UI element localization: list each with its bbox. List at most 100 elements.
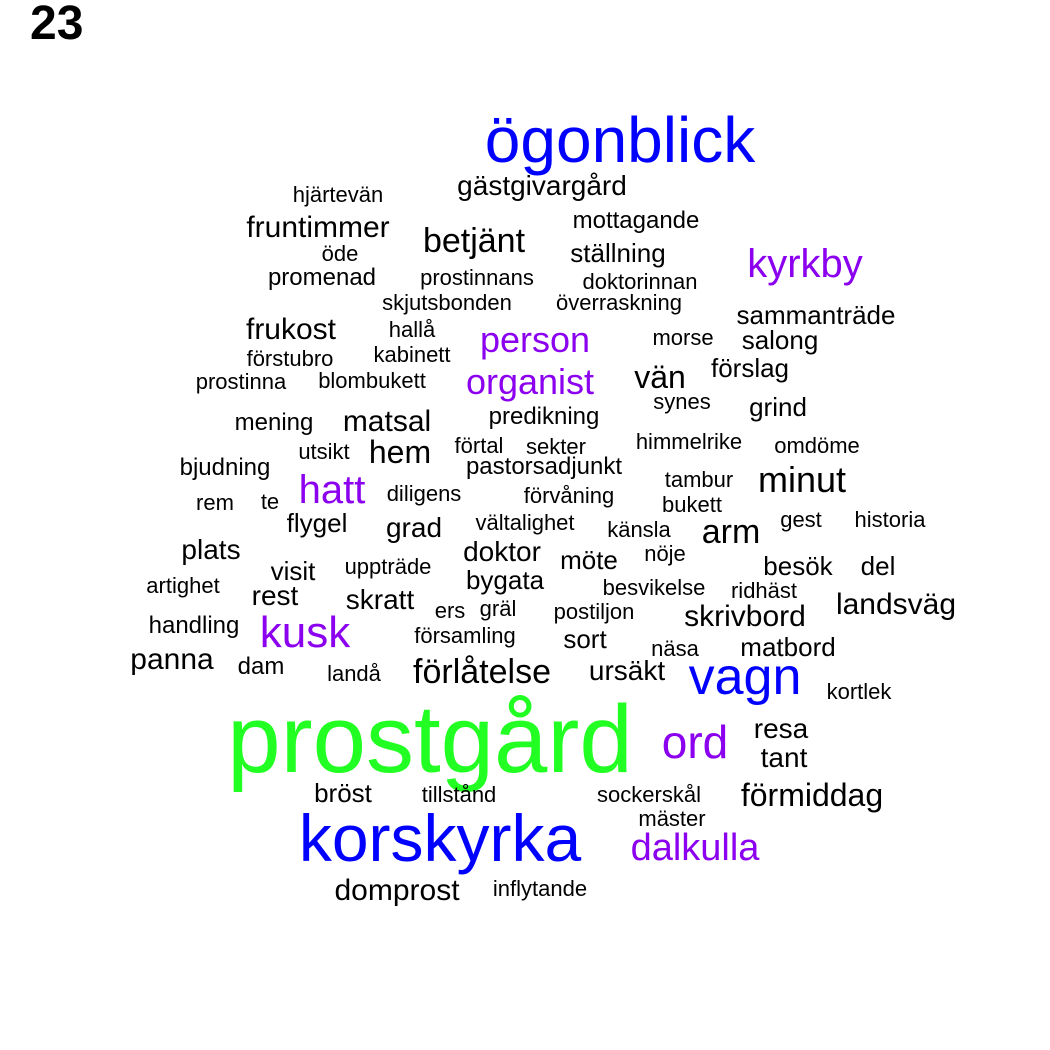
- word-1: prostgård: [227, 686, 633, 793]
- word-42: förtal: [454, 433, 504, 458]
- word-73: ridhäst: [730, 578, 798, 603]
- word-88: landå: [327, 661, 381, 686]
- word-13: hjärtevän: [292, 182, 384, 207]
- word-52: diligens: [386, 481, 462, 506]
- word-20: prostinnans: [420, 265, 534, 290]
- word-67: möte: [560, 545, 618, 575]
- word-45: omdöme: [774, 433, 860, 458]
- word-89: förlåtelse: [413, 653, 551, 691]
- word-71: bygata: [465, 565, 545, 595]
- word-60: gest: [780, 507, 822, 532]
- word-93: tant: [760, 742, 808, 773]
- word-76: ers: [434, 598, 466, 623]
- word-51: te: [260, 489, 280, 514]
- word-34: blombukett: [318, 368, 426, 393]
- word-100: inflytande: [492, 876, 588, 901]
- word-84: näsa: [651, 636, 699, 661]
- word-80: landsväg: [835, 588, 957, 621]
- word-48: tambur: [664, 467, 734, 492]
- word-81: handling: [148, 612, 240, 639]
- word-69: del: [860, 551, 896, 581]
- word-77: gräl: [479, 596, 517, 621]
- word-17: öde: [321, 241, 359, 266]
- word-90: ursäkt: [588, 655, 666, 686]
- word-23: överraskning: [556, 290, 682, 315]
- word-33: prostinna: [195, 369, 287, 394]
- word-74: rest: [251, 580, 299, 611]
- word-43: sekter: [526, 434, 586, 459]
- word-62: plats: [181, 534, 241, 565]
- word-8: person: [479, 319, 591, 360]
- word-11: kusk: [259, 608, 351, 657]
- word-36: grind: [749, 392, 807, 422]
- word-10: hatt: [298, 468, 366, 512]
- word-4: vagn: [688, 648, 802, 706]
- word-92: resa: [753, 713, 809, 744]
- word-18: ställning: [570, 238, 666, 268]
- word-79: skrivbord: [684, 600, 806, 633]
- word-95: tillstånd: [421, 782, 497, 807]
- word-38: matsal: [342, 405, 432, 438]
- word-50: rem: [196, 490, 234, 515]
- word-75: skratt: [345, 584, 415, 615]
- page-number: 23: [30, 0, 84, 50]
- word-19: promenad: [267, 264, 377, 291]
- word-15: betjänt: [422, 222, 526, 260]
- word-63: doktor: [463, 536, 541, 567]
- word-58: känsla: [607, 517, 671, 542]
- word-21: doktorinnan: [582, 269, 698, 294]
- word-78: postiljon: [553, 599, 635, 624]
- word-53: förvåning: [523, 483, 615, 508]
- word-14: fruntimmer: [246, 211, 390, 244]
- word-59: arm: [701, 513, 761, 551]
- word-3: ögonblick: [484, 104, 756, 176]
- word-83: sort: [563, 624, 607, 654]
- word-27: morse: [652, 325, 714, 350]
- word-22: skjutsbonden: [382, 290, 512, 315]
- word-25: frukost: [245, 313, 337, 346]
- word-6: dalkulla: [630, 827, 760, 869]
- word-26: hallå: [388, 317, 436, 342]
- word-7: kyrkby: [747, 242, 863, 286]
- word-44: himmelrike: [635, 429, 743, 454]
- word-46: bjudning: [179, 454, 271, 481]
- word-16: mottagande: [572, 207, 700, 234]
- word-37: mening: [234, 409, 314, 436]
- word-91: kortlek: [826, 679, 892, 704]
- word-66: uppträde: [344, 554, 432, 579]
- word-29: förstubro: [246, 346, 334, 371]
- word-30: kabinett: [373, 342, 451, 367]
- word-87: dam: [237, 653, 285, 680]
- word-57: vältalighet: [475, 510, 575, 535]
- word-2: korskyrka: [298, 801, 582, 875]
- word-97: förmiddag: [740, 777, 884, 813]
- word-55: flygel: [286, 508, 348, 538]
- word-85: matbord: [740, 632, 836, 662]
- word-39: predikning: [488, 403, 600, 430]
- word-72: besvikelse: [602, 575, 706, 600]
- word-24: sammanträde: [736, 300, 896, 330]
- word-56: grad: [385, 512, 443, 543]
- word-32: förslag: [710, 353, 790, 383]
- word-70: artighet: [146, 573, 220, 598]
- word-47: pastorsadjunkt: [465, 453, 623, 480]
- word-68: besök: [763, 551, 833, 581]
- word-99: domprost: [334, 874, 460, 907]
- word-61: historia: [854, 507, 926, 532]
- word-12: gästgivargård: [457, 170, 627, 201]
- word-94: bröst: [314, 778, 372, 808]
- word-5: ord: [661, 716, 729, 768]
- word-98: mäster: [638, 806, 706, 831]
- word-64: nöje: [644, 541, 686, 566]
- word-49: minut: [757, 459, 847, 500]
- word-41: hem: [368, 434, 432, 470]
- word-82: församling: [414, 623, 516, 648]
- word-9: organist: [465, 361, 595, 402]
- word-65: visit: [270, 556, 316, 586]
- word-35: synes: [653, 389, 711, 414]
- word-40: utsikt: [298, 439, 350, 464]
- word-31: vän: [634, 359, 686, 395]
- word-96: sockerskål: [597, 782, 701, 807]
- word-28: salong: [741, 325, 819, 355]
